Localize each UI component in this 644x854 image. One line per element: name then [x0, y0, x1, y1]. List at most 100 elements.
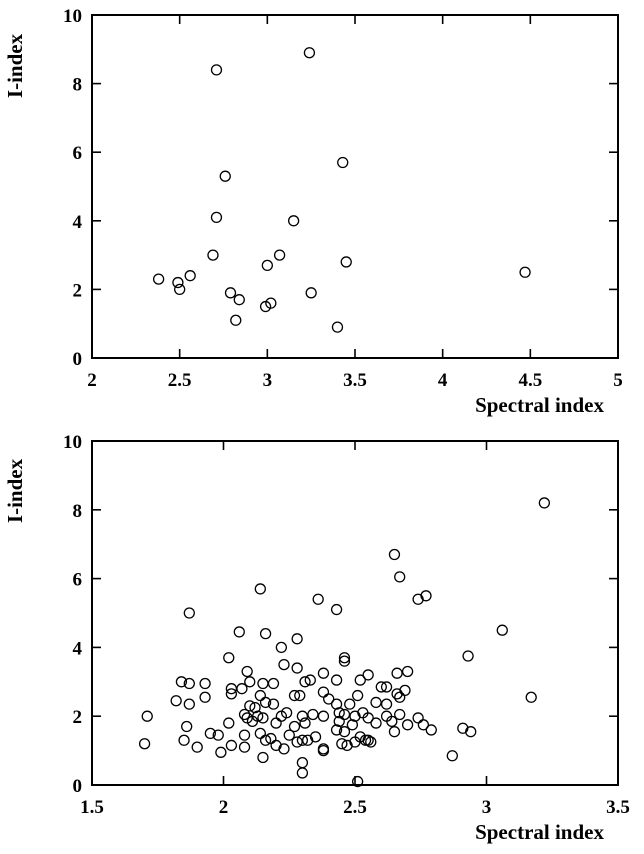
bottom-axis-ticks: 1.5 2 2.5 3 3.5 0 2 4 6 8 10	[63, 432, 630, 818]
bottom-data-point	[349, 736, 361, 748]
bottom-data-point	[254, 689, 266, 702]
bottom-data-point	[394, 691, 406, 703]
bottom-data-points	[138, 497, 551, 788]
bottom-x-tick-label: 1.5	[80, 797, 104, 818]
top-data-point	[224, 287, 237, 299]
bottom-data-point	[181, 720, 193, 733]
bottom-data-point	[170, 695, 182, 707]
bottom-data-point	[238, 741, 251, 753]
bottom-data-point	[375, 681, 387, 693]
bottom-data-point	[259, 734, 272, 746]
bottom-data-point	[175, 676, 188, 688]
top-x-tick-label: 4.5	[518, 370, 542, 391]
bottom-data-point	[317, 744, 330, 757]
bottom-data-point	[465, 726, 477, 738]
top-data-point	[331, 321, 344, 333]
bottom-data-point	[420, 590, 432, 602]
bottom-data-point	[199, 691, 211, 703]
bottom-data-point	[296, 767, 309, 779]
bottom-data-point	[370, 696, 382, 709]
bottom-data-point	[359, 734, 372, 746]
top-data-point	[519, 266, 531, 278]
bottom-data-point	[257, 712, 269, 724]
top-data-point	[233, 294, 245, 306]
bottom-data-point	[296, 710, 309, 722]
bottom-data-point	[267, 698, 280, 710]
top-data-point	[230, 314, 242, 326]
bottom-data-point	[212, 729, 224, 741]
bottom-data-point	[312, 593, 324, 605]
bottom-scatter-chart: 1.5 2 2.5 3 3.5 0 2 4 6 8 10 I-index Spectral inde…	[3, 432, 630, 844]
bottom-data-point	[138, 738, 151, 750]
bottom-data-point	[291, 736, 303, 748]
top-data-point	[210, 64, 223, 76]
bottom-data-point	[388, 548, 401, 561]
top-plot-frame	[91, 14, 619, 359]
bottom-y-tick-label: 10	[63, 432, 82, 453]
bottom-data-point	[338, 726, 351, 738]
bottom-data-point	[204, 727, 217, 740]
bottom-data-point	[254, 583, 266, 595]
bottom-data-point	[330, 603, 343, 616]
bottom-data-point	[241, 665, 253, 678]
bottom-data-point	[412, 712, 424, 724]
bottom-data-point	[270, 717, 282, 729]
bottom-data-point	[280, 707, 293, 719]
bottom-data-point	[394, 708, 406, 721]
top-data-point	[174, 283, 186, 296]
bottom-data-point	[288, 720, 301, 733]
bottom-data-point	[338, 652, 351, 664]
bottom-data-point	[244, 700, 256, 712]
bottom-data-point	[323, 693, 335, 705]
bottom-data-point	[257, 677, 269, 690]
bottom-y-tick-label: 2	[73, 707, 83, 728]
top-x-tick-label: 3.5	[343, 370, 367, 391]
top-y-axis-label: I-index	[3, 33, 27, 98]
bottom-data-point	[401, 719, 414, 731]
bottom-data-point	[538, 497, 551, 509]
bottom-data-point	[244, 676, 256, 688]
top-data-point	[303, 47, 316, 59]
bottom-y-tick-label: 4	[73, 638, 83, 659]
bottom-data-point	[259, 627, 272, 640]
bottom-data-point	[354, 674, 366, 686]
bottom-y-tick-label: 0	[73, 776, 83, 797]
bottom-data-point	[183, 607, 195, 619]
bottom-data-point	[267, 677, 280, 690]
bottom-data-point	[236, 683, 248, 695]
bottom-data-point	[215, 746, 227, 758]
top-x-tick-label: 2.5	[168, 370, 192, 391]
bottom-data-point	[380, 681, 393, 693]
bottom-data-point	[223, 717, 235, 729]
bottom-data-point	[291, 662, 303, 674]
bottom-data-point	[346, 719, 359, 731]
bottom-data-point	[338, 655, 351, 667]
bottom-data-point	[525, 691, 537, 703]
bottom-data-point	[294, 689, 306, 702]
bottom-data-point	[288, 689, 301, 702]
bottom-data-point	[233, 626, 245, 638]
bottom-data-point	[141, 710, 153, 722]
top-data-point	[305, 287, 317, 299]
bottom-data-point	[388, 726, 401, 738]
bottom-data-point	[302, 734, 314, 746]
top-x-tick-label: 3	[263, 370, 273, 391]
top-x-tick-label: 5	[613, 370, 623, 391]
top-data-point	[261, 259, 273, 272]
top-data-point	[273, 249, 286, 261]
bottom-data-point	[462, 650, 474, 662]
bottom-data-point	[351, 775, 364, 788]
bottom-data-point	[336, 738, 348, 750]
top-y-tick-label: 6	[73, 143, 83, 164]
top-y-tick-label: 8	[73, 75, 83, 96]
bottom-data-point	[199, 677, 211, 690]
bottom-data-point	[391, 667, 403, 679]
bottom-data-point	[394, 571, 406, 583]
bottom-data-point	[362, 669, 374, 681]
bottom-data-point	[401, 665, 414, 678]
bottom-data-point	[283, 729, 295, 741]
bottom-data-point	[275, 641, 288, 654]
bottom-data-point	[317, 686, 330, 698]
